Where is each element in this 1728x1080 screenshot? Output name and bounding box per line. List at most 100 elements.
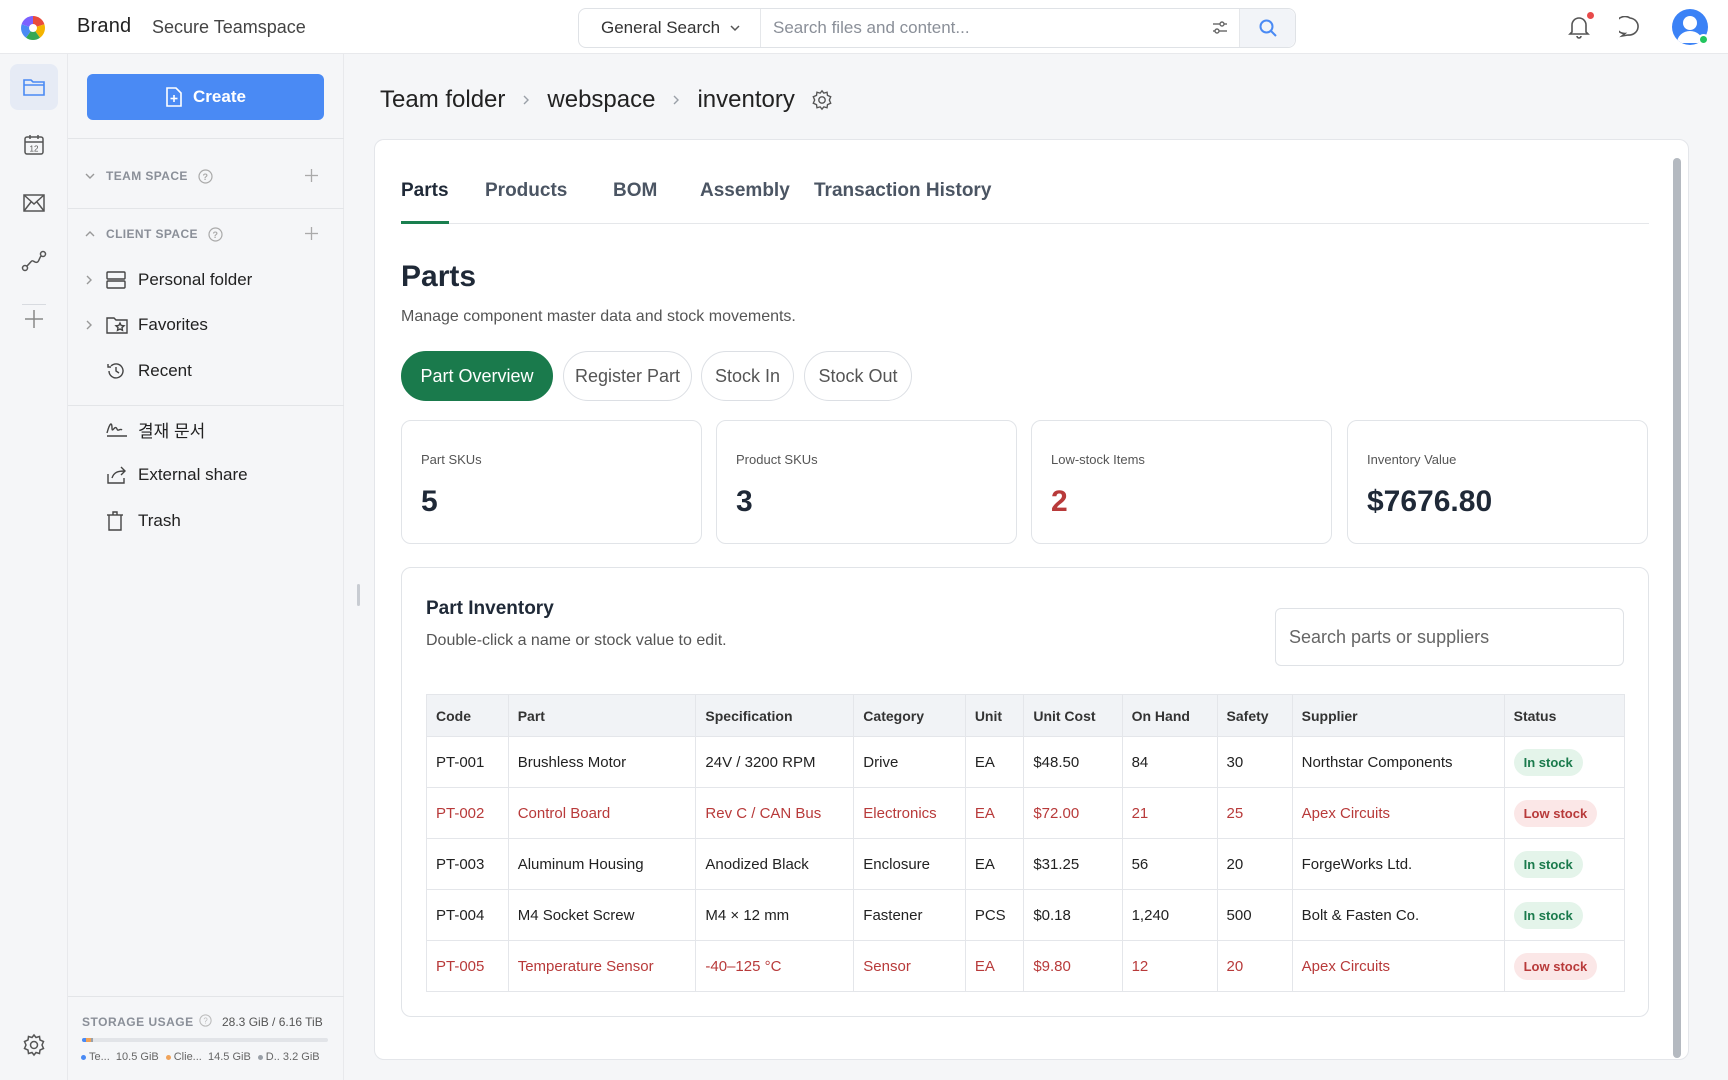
tab-bom[interactable]: BOM [613,180,658,201]
rail-calendar-button[interactable]: 12 [10,122,58,168]
search-scope-dropdown[interactable]: General Search [579,9,761,47]
register-part-button[interactable]: Register Part [563,351,692,401]
cell-on-hand[interactable]: 56 [1121,838,1218,890]
cell-part[interactable]: M4 Socket Screw [507,889,697,941]
chat-icon[interactable] [1619,16,1641,38]
sidebar-divider [68,208,344,209]
cell-cost: $9.80 [1023,940,1123,992]
cell-on-hand[interactable]: 21 [1121,787,1218,839]
workspace-name: Secure Teamspace [152,17,306,37]
sidebar-item-label: External share [138,465,248,484]
settings-gear-icon[interactable] [22,1033,46,1057]
folder-settings-gear-icon[interactable] [811,89,833,111]
column-header[interactable]: Part [507,694,697,737]
cell-unit: EA [964,940,1025,992]
rail-workflow-button[interactable] [10,238,58,284]
help-icon[interactable]: ? [208,226,223,242]
resize-handle[interactable] [357,584,360,606]
sidebar-item-approval-docs[interactable]: 결재 문서 [84,414,205,444]
rail-files-button[interactable] [10,64,58,110]
scrollbar[interactable] [1673,158,1681,1058]
table-row[interactable]: PT-005 Temperature Sensor -40–125 °C Sensor… [426,940,1626,992]
svg-text:12: 12 [30,145,39,154]
stat-value: 2 [1051,485,1068,518]
column-header[interactable]: Specification [695,694,855,737]
tab-parts[interactable]: Parts [401,176,449,224]
search-button[interactable] [1239,9,1295,47]
cell-on-hand[interactable]: 12 [1121,940,1218,992]
sidebar-item-favorites[interactable]: Favorites [84,310,208,340]
parts-table: Code Part Specification Category Unit Unit Co… [426,694,1626,992]
cell-on-hand[interactable]: 84 [1121,736,1218,788]
cell-part[interactable]: Temperature Sensor [507,940,697,992]
cell-part[interactable]: Control Board [507,787,697,839]
chevron-right-icon[interactable] [84,274,98,286]
create-button[interactable]: Create [87,74,324,120]
stock-out-button[interactable]: Stock Out [804,351,912,401]
sidebar-item-trash[interactable]: Trash [84,506,181,536]
table-row[interactable]: PT-001 Brushless Motor 24V / 3200 RPM Drive… [426,736,1626,788]
table-row[interactable]: PT-003 Aluminum Housing Anodized Black Encl… [426,838,1626,890]
new-file-icon [165,87,183,107]
breadcrumb-webspace[interactable]: webspace [547,86,656,113]
part-overview-button[interactable]: Part Overview [401,351,553,401]
column-header[interactable]: Safety [1216,694,1293,737]
star-folder-icon [106,316,128,334]
cell-supplier: Northstar Components [1291,736,1505,788]
stat-label: Product SKUs [736,452,818,467]
parts-search-input[interactable] [1275,608,1624,666]
create-button-label: Create [193,87,246,106]
client-space-toggle[interactable]: CLIENT SPACE ? [84,223,223,245]
sidebar-item-external-share[interactable]: External share [84,460,248,490]
breadcrumb-inventory[interactable]: inventory [697,86,795,113]
sidebar-item-personal-folder[interactable]: Personal folder [84,265,252,295]
add-team-space-plus-icon[interactable] [304,168,319,183]
cell-part[interactable]: Aluminum Housing [507,838,697,890]
team-space-toggle[interactable]: TEAM SPACE ? [84,165,213,187]
help-icon[interactable]: ? [199,1014,212,1027]
cell-category: Fastener [853,889,966,941]
column-header[interactable]: Supplier [1291,694,1505,737]
app-rail: 12 [0,54,68,1080]
column-header[interactable]: Status [1503,694,1626,737]
table-row[interactable]: PT-004 M4 Socket Screw M4 × 12 mm Fastener P… [426,889,1626,941]
tab-assembly[interactable]: Assembly [700,180,790,201]
column-header[interactable]: Unit [964,694,1025,737]
avatar[interactable] [1672,9,1708,45]
tab-bar: Parts Products BOM Assembly Transaction … [401,176,1649,224]
help-icon[interactable]: ? [198,168,213,184]
filter-icon[interactable] [1211,19,1229,37]
add-client-space-plus-icon[interactable] [304,226,319,241]
search-icon [1258,18,1278,38]
rail-mail-button[interactable] [10,180,58,226]
cell-status: In stock [1503,736,1626,788]
table-row[interactable]: PT-002 Control Board Rev C / CAN Bus Electr… [426,787,1626,839]
column-header[interactable]: Code [426,694,509,737]
table-header-row: Code Part Specification Category Unit Unit Co… [426,694,1626,737]
stat-label: Inventory Value [1367,452,1457,467]
search-input[interactable] [773,9,1193,47]
bell-icon[interactable] [1568,15,1590,39]
tab-products[interactable]: Products [485,180,568,201]
cell-category: Sensor [853,940,966,992]
tab-transaction-history[interactable]: Transaction History [814,180,992,201]
workflow-icon [21,250,47,272]
history-icon [106,361,128,381]
cell-safety: 500 [1216,889,1293,941]
column-header[interactable]: Unit Cost [1023,694,1123,737]
cell-part[interactable]: Brushless Motor [507,736,697,788]
sidebar-item-recent[interactable]: Recent [84,356,192,386]
client-space-label: CLIENT SPACE [106,227,198,241]
stock-in-button[interactable]: Stock In [701,351,794,401]
chevron-right-icon[interactable] [84,319,98,331]
brand-logo-icon[interactable] [20,15,46,41]
cell-on-hand[interactable]: 1,240 [1121,889,1218,941]
storage-legend-item: Clie... 14.5 GiB [165,1051,251,1063]
rail-add-button[interactable] [10,296,58,342]
column-header[interactable]: On Hand [1121,694,1218,737]
breadcrumb-team-folder[interactable]: Team folder [380,86,506,113]
column-header[interactable]: Category [853,694,966,737]
storage-bar-segment [91,1038,93,1042]
sidebar-item-label: Trash [138,511,181,530]
chevron-right-icon [672,94,680,106]
